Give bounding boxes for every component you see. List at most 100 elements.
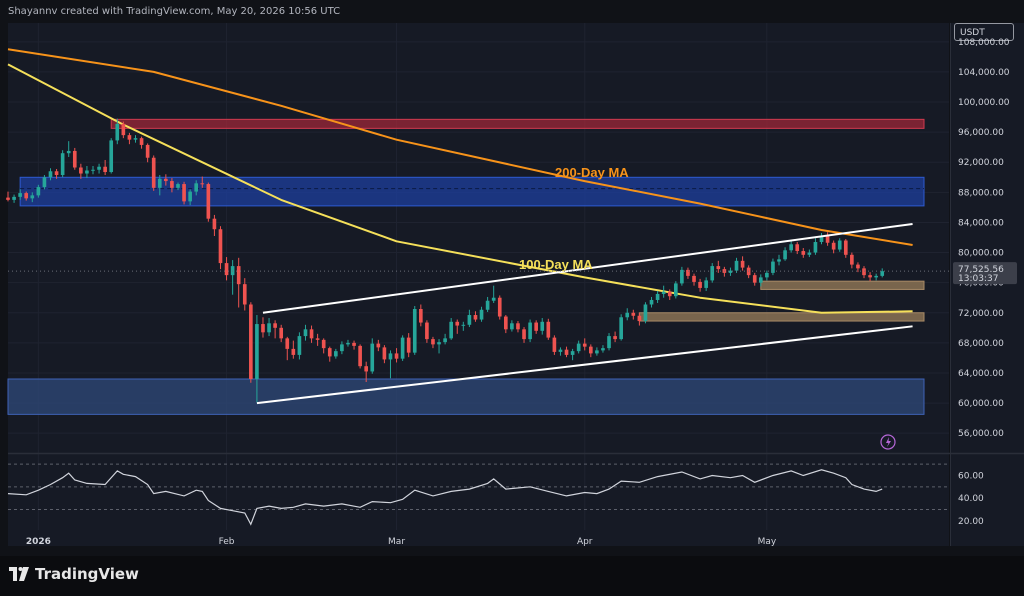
candle-body [394, 353, 399, 359]
candle-body [431, 339, 435, 345]
candle-body [752, 275, 757, 283]
attribution-text: Shayannv created with TradingView.com, M… [8, 6, 341, 17]
candle-body [862, 268, 866, 276]
candle-body [491, 297, 496, 301]
candle-body [765, 272, 769, 278]
candle-body [819, 235, 824, 243]
candle-body [12, 196, 16, 200]
candle-body [334, 351, 338, 357]
candle-body [473, 315, 478, 320]
candle-body [588, 346, 593, 354]
lightning-icon [880, 434, 896, 450]
candle-body [868, 275, 872, 278]
candle-body [467, 315, 472, 325]
candle-body [503, 316, 508, 330]
candle-body [103, 166, 107, 173]
candle-body [60, 153, 65, 176]
candle-body [643, 304, 648, 322]
price-scale[interactable] [950, 23, 1024, 546]
candle-body [558, 349, 563, 352]
candle-body [79, 167, 83, 174]
ma100-line [7, 63, 913, 314]
candle-body [24, 193, 29, 199]
candle-body [856, 264, 860, 269]
candle-body [789, 244, 793, 251]
candle-body [795, 244, 800, 252]
price-tick-label: 96,000.00 [958, 128, 1004, 138]
price-tick-label: 100,000.00 [958, 98, 1010, 108]
rsi-tick-label: 60.00 [958, 471, 984, 481]
candle-body [273, 323, 277, 328]
candle-body [716, 266, 721, 270]
candle-body [595, 350, 599, 354]
candle-body [728, 270, 733, 273]
price-tick-label: 68,000.00 [958, 339, 1004, 349]
minor-support-2 [638, 312, 925, 322]
candle-body [534, 322, 538, 331]
candle-body [291, 348, 296, 355]
price-tick-label: 64,000.00 [958, 369, 1004, 379]
tradingview-logo[interactable]: TradingView [9, 565, 139, 583]
candle-body [157, 178, 162, 188]
candle-body [42, 177, 47, 188]
candle-body [880, 271, 885, 276]
candle-body [564, 349, 569, 355]
candle-body [813, 242, 818, 253]
time-tick-label: Mar [388, 537, 405, 547]
candle-body [710, 266, 715, 281]
ma100-label: 100-Day MA [519, 257, 593, 272]
candle-body [692, 275, 696, 282]
candle-body [419, 309, 423, 323]
candle-body [546, 321, 551, 338]
candle-body [631, 312, 636, 316]
candle-body [309, 329, 314, 339]
lightning-bolt-shape [886, 437, 891, 447]
candle-body [182, 184, 186, 202]
candle-body [303, 329, 308, 337]
tradingview-logo-icon [9, 567, 29, 581]
candle-body [358, 345, 362, 367]
resistance-zone [19, 176, 925, 207]
candle-body [680, 269, 684, 284]
candle-body [388, 353, 393, 360]
candle-body [570, 351, 575, 355]
candle-body [673, 283, 678, 297]
candle-body [412, 309, 417, 353]
candle-body [364, 366, 369, 372]
candle-body [18, 193, 22, 197]
candle-body [777, 259, 781, 262]
ma200-label: 200-Day MA [555, 165, 629, 180]
candle-body [200, 183, 205, 185]
ma200-line [7, 48, 913, 246]
candle-body [164, 178, 168, 182]
candle-countdown-label: 13:03:37 [958, 274, 998, 284]
candle-body [279, 327, 284, 339]
chart-canvas: 108,000.00 104,000.00 100,000.00 96,000.00 9… [6, 23, 1024, 547]
candle-body [255, 324, 259, 379]
candle-body [48, 171, 53, 178]
candle-body [831, 242, 836, 250]
candle-body [194, 183, 199, 192]
candle-body [224, 263, 229, 276]
candle-body [206, 184, 211, 219]
candle-body [601, 348, 605, 351]
currency-unit-label[interactable]: USDT [954, 23, 1014, 41]
time-tick-label: May [758, 537, 777, 547]
candle-body [6, 197, 10, 200]
candle-body [30, 195, 35, 199]
price-tick-label: 60,000.00 [958, 399, 1004, 409]
time-tick-label: Feb [219, 537, 235, 547]
candle-body [455, 321, 460, 326]
candle-body [139, 138, 144, 145]
rsi-line [7, 469, 883, 526]
candle-body [637, 315, 642, 322]
candle-body [801, 251, 806, 255]
candle-body [497, 297, 502, 317]
candle-body [576, 343, 581, 352]
candle-body [552, 337, 557, 352]
minor-support-1 [760, 280, 925, 290]
candle-body [740, 260, 745, 268]
candle-body [188, 191, 192, 202]
candle-body [109, 140, 114, 173]
